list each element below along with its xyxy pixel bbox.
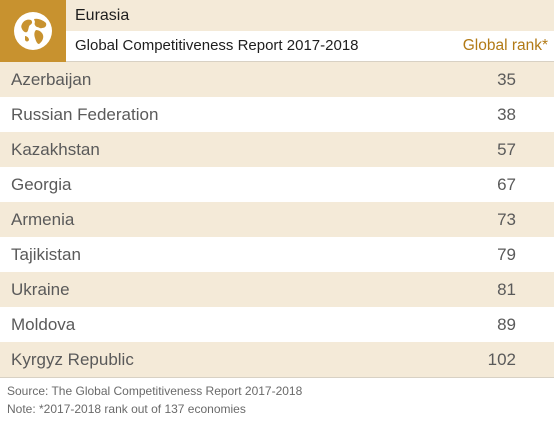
global-rank-value: 89 <box>497 315 516 334</box>
country-name: Kyrgyz Republic <box>11 350 134 369</box>
globe-icon <box>14 12 52 50</box>
table-row: Tajikistan 79 <box>0 237 554 272</box>
table-row: Russian Federation 38 <box>0 97 554 132</box>
rank-note: Note: *2017-2018 rank out of 137 economi… <box>7 402 246 416</box>
global-rank-value: 73 <box>497 210 516 229</box>
source-note: Source: The Global Competitiveness Repor… <box>7 384 303 398</box>
region-title: Eurasia <box>66 0 554 31</box>
global-rank-value: 38 <box>497 105 516 124</box>
country-name: Azerbaijan <box>11 70 92 89</box>
table-row: Georgia 67 <box>0 167 554 202</box>
table-body: Azerbaijan 35 Russian Federation 38 Kazakhst… <box>0 62 554 377</box>
global-rank-value: 102 <box>487 350 516 369</box>
table-row: Ukraine 81 <box>0 272 554 307</box>
subheader: Global Competitiveness Report 2017-2018 … <box>66 31 554 62</box>
country-name: Ukraine <box>11 280 70 299</box>
globe-badge <box>0 0 66 62</box>
table-header: Eurasia Global Competitiveness Report 20… <box>0 0 554 62</box>
report-title: Global Competitiveness Report 2017-2018 <box>75 37 359 54</box>
table-row: Azerbaijan 35 <box>0 62 554 97</box>
global-rank-value: 57 <box>497 140 516 159</box>
table-row: Kyrgyz Republic 102 <box>0 342 554 377</box>
country-name: Tajikistan <box>11 245 81 264</box>
country-name: Georgia <box>11 175 72 194</box>
country-name: Kazakhstan <box>11 140 100 159</box>
global-rank-value: 35 <box>497 70 516 89</box>
country-name: Moldova <box>11 315 76 334</box>
table-row: Moldova 89 <box>0 307 554 342</box>
global-rank-value: 67 <box>497 175 516 194</box>
global-rank-value: 79 <box>497 245 516 264</box>
table-footer: Source: The Global Competitiveness Repor… <box>0 377 554 423</box>
table-row: Kazakhstan 57 <box>0 132 554 167</box>
table-row: Armenia 73 <box>0 202 554 237</box>
country-name: Russian Federation <box>11 105 159 124</box>
country-name: Armenia <box>11 210 75 229</box>
rank-column-header: Global rank* <box>462 37 548 54</box>
global-rank-value: 81 <box>497 280 516 299</box>
